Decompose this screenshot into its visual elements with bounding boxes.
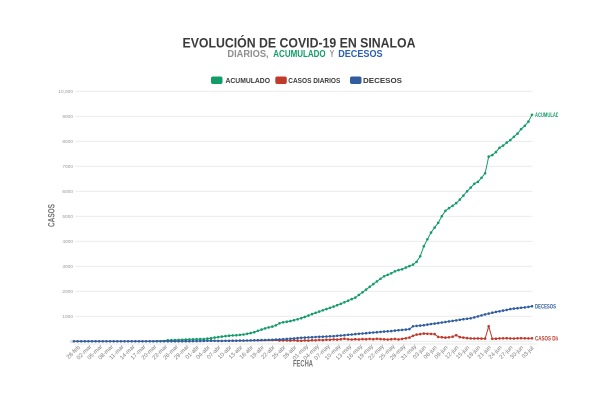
svg-text:3000: 3000 xyxy=(62,264,73,270)
svg-text:4000: 4000 xyxy=(62,239,73,245)
svg-text:ACUMULADO: ACUMULADO xyxy=(535,112,562,119)
svg-text:CASOS: CASOS xyxy=(47,204,58,227)
svg-text:FECHA: FECHA xyxy=(293,359,313,369)
svg-text:ACUMULADO: ACUMULADO xyxy=(226,78,271,85)
svg-text:8000: 8000 xyxy=(62,139,73,145)
svg-text:DECESOS: DECESOS xyxy=(535,303,556,310)
svg-text:2000: 2000 xyxy=(62,289,73,295)
svg-text:10,000: 10,000 xyxy=(58,89,73,95)
svg-text:CASOS DIARIOS: CASOS DIARIOS xyxy=(288,78,340,85)
svg-text:9000: 9000 xyxy=(62,114,73,120)
svg-text:EVOLUCIÓN DE COVID-19 EN SINAL: EVOLUCIÓN DE COVID-19 EN SINALOA xyxy=(183,33,416,51)
svg-text:CASOS DIARIOS: CASOS DIARIOS xyxy=(535,336,571,343)
svg-text:1000: 1000 xyxy=(62,314,73,320)
svg-text:DECESOS: DECESOS xyxy=(363,78,402,85)
svg-text:6000: 6000 xyxy=(62,189,73,195)
svg-text:7000: 7000 xyxy=(62,164,73,170)
svg-text:0: 0 xyxy=(70,339,73,345)
svg-text:5000: 5000 xyxy=(62,214,73,220)
